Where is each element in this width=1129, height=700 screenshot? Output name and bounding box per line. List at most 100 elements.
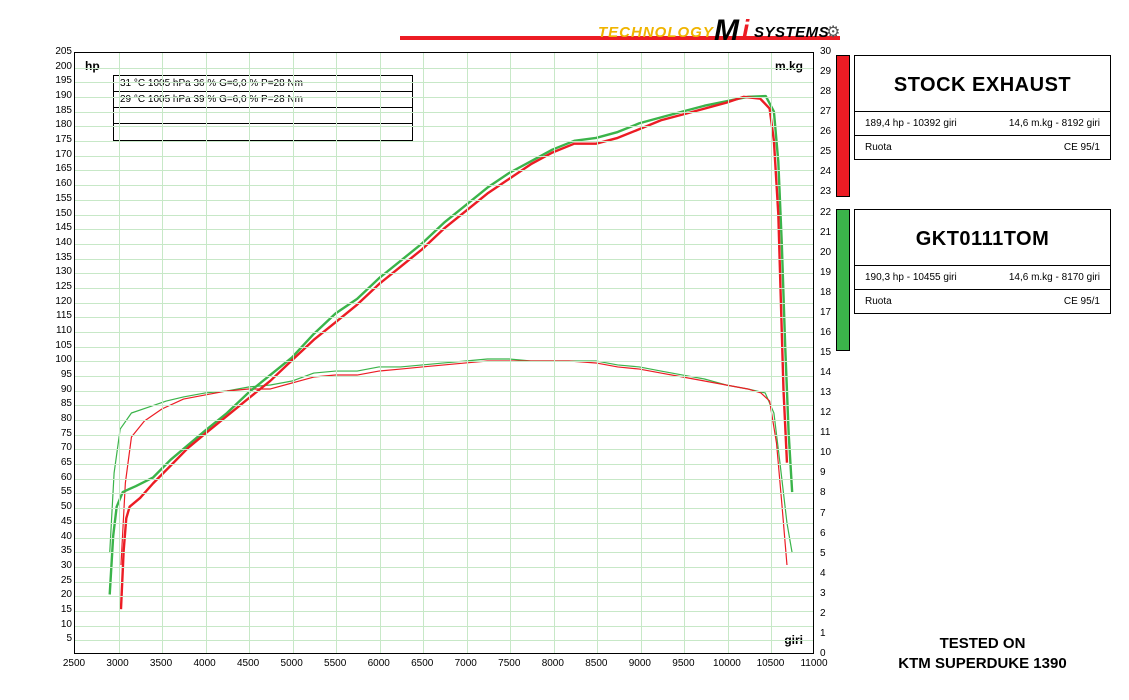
y1-tick: 180 — [46, 119, 72, 130]
legend-tq: 14,6 m.kg - 8170 giri — [1009, 272, 1100, 283]
x-tick: 8000 — [538, 658, 568, 669]
hgrid-line — [75, 141, 813, 142]
legend-color-strip-product — [836, 209, 850, 351]
vgrid-line — [641, 53, 642, 653]
legend-card-product: GKT0111TOM 190,3 hp - 10455 giri 14,6 m.… — [854, 209, 1111, 314]
vgrid-line — [162, 53, 163, 653]
tested-on-block: TESTED ON KTM SUPERDUKE 1390 — [854, 634, 1111, 675]
hgrid-line — [75, 376, 813, 377]
vgrid-line — [728, 53, 729, 653]
gear-icon: ⚙ — [826, 22, 840, 42]
hgrid-line — [75, 97, 813, 98]
y1-tick: 135 — [46, 252, 72, 263]
hgrid-line — [75, 567, 813, 568]
y1-tick: 70 — [46, 442, 72, 453]
x-tick: 9000 — [625, 658, 655, 669]
hgrid-line — [75, 68, 813, 69]
hgrid-line — [75, 347, 813, 348]
y1-tick: 80 — [46, 413, 72, 424]
y1-tick: 35 — [46, 545, 72, 556]
y1-tick: 15 — [46, 604, 72, 615]
hgrid-line — [75, 405, 813, 406]
y1-tick: 125 — [46, 281, 72, 292]
y2-tick: 5 — [820, 548, 840, 559]
x-tick: 3000 — [103, 658, 133, 669]
x-tick: 8500 — [581, 658, 611, 669]
vgrid-line — [467, 53, 468, 653]
y1-tick: 130 — [46, 266, 72, 277]
hgrid-line — [75, 493, 813, 494]
hgrid-line — [75, 259, 813, 260]
vgrid-line — [380, 53, 381, 653]
x-tick: 6000 — [364, 658, 394, 669]
legend-std-row: Ruota CE 95/1 — [855, 289, 1110, 313]
curve-hp-red — [121, 97, 787, 609]
x-tick: 11000 — [799, 658, 829, 669]
legend-title: GKT0111TOM — [855, 210, 1110, 265]
plot-area: 31 °C 1005 hPa 36 % G=6,0 % P=28 Nm 29 °… — [74, 52, 814, 654]
y1-tick: 60 — [46, 472, 72, 483]
y2-tick: 12 — [820, 407, 840, 418]
y1-tick: 170 — [46, 149, 72, 160]
y2-axis-label: m.kg — [775, 59, 803, 73]
hgrid-line — [75, 288, 813, 289]
hgrid-line — [75, 317, 813, 318]
hgrid-line — [75, 435, 813, 436]
y1-tick: 150 — [46, 208, 72, 219]
y1-tick: 165 — [46, 163, 72, 174]
vgrid-line — [249, 53, 250, 653]
dyno-chart: 31 °C 1005 hPa 36 % G=6,0 % P=28 Nm 29 °… — [44, 52, 828, 682]
hgrid-line — [75, 244, 813, 245]
hgrid-line — [75, 273, 813, 274]
y1-tick: 185 — [46, 105, 72, 116]
vgrid-line — [206, 53, 207, 653]
y2-tick: 4 — [820, 568, 840, 579]
y2-tick: 8 — [820, 487, 840, 498]
legend-hp: 189,4 hp - 10392 giri — [865, 118, 957, 129]
y1-tick: 50 — [46, 501, 72, 512]
y2-tick: 11 — [820, 427, 840, 438]
x-tick: 6500 — [407, 658, 437, 669]
vgrid-line — [423, 53, 424, 653]
y1-tick: 105 — [46, 340, 72, 351]
y1-tick: 20 — [46, 589, 72, 600]
hgrid-line — [75, 464, 813, 465]
y1-tick: 100 — [46, 354, 72, 365]
legend-wheel: Ruota — [865, 296, 892, 307]
hgrid-line — [75, 479, 813, 480]
condition-row — [114, 108, 412, 124]
y2-tick: 6 — [820, 528, 840, 539]
x-tick: 10500 — [755, 658, 785, 669]
y2-tick: 1 — [820, 628, 840, 639]
vgrid-line — [510, 53, 511, 653]
hgrid-line — [75, 611, 813, 612]
hgrid-line — [75, 640, 813, 641]
x-tick: 7000 — [451, 658, 481, 669]
hgrid-line — [75, 538, 813, 539]
y1-tick: 175 — [46, 134, 72, 145]
y1-tick: 45 — [46, 516, 72, 527]
y1-tick: 160 — [46, 178, 72, 189]
x-tick: 2500 — [59, 658, 89, 669]
x-tick: 5000 — [277, 658, 307, 669]
tested-on-model: KTM SUPERDUKE 1390 — [854, 654, 1111, 674]
y1-axis-label: hp — [85, 59, 100, 73]
y1-tick: 205 — [46, 46, 72, 57]
y1-tick: 90 — [46, 384, 72, 395]
legend-values-row: 189,4 hp - 10392 giri 14,6 m.kg - 8192 g… — [855, 111, 1110, 135]
hgrid-line — [75, 552, 813, 553]
logo-technology-text: TECHNOLOGY — [598, 24, 714, 41]
curves-svg — [75, 53, 813, 653]
hgrid-line — [75, 200, 813, 201]
hgrid-line — [75, 185, 813, 186]
hgrid-line — [75, 229, 813, 230]
vgrid-line — [336, 53, 337, 653]
hgrid-line — [75, 303, 813, 304]
x-tick: 10000 — [712, 658, 742, 669]
vgrid-line — [771, 53, 772, 653]
x-tick: 5500 — [320, 658, 350, 669]
legend-card-stock: STOCK EXHAUST 189,4 hp - 10392 giri 14,6… — [854, 55, 1111, 160]
x-tick: 3500 — [146, 658, 176, 669]
tested-on-label: TESTED ON — [854, 634, 1111, 654]
hgrid-line — [75, 170, 813, 171]
